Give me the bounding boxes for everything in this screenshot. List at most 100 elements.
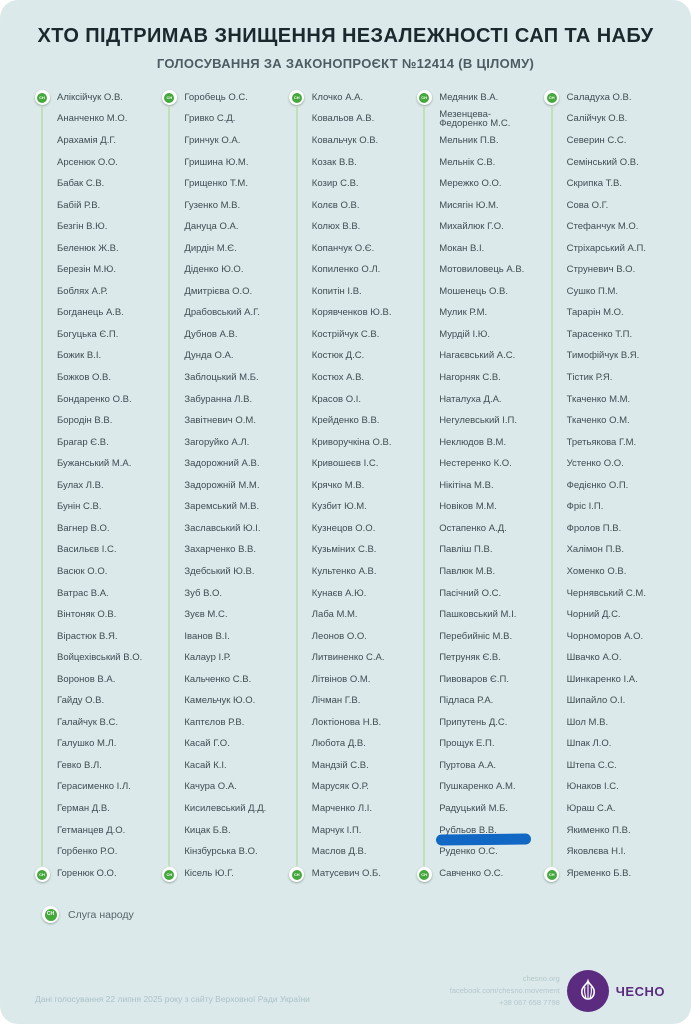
deputy-name: Швачко А.О. <box>566 652 622 664</box>
deputy-name: Богданець А.В. <box>57 307 124 319</box>
deputy-name: Дмитрієва О.О. <box>184 285 253 297</box>
deputy-name: Ткаченко О.М. <box>566 415 630 427</box>
sluha-narodu-icon: СН <box>544 90 560 105</box>
deputy-name: Гевко В.Л. <box>57 759 102 771</box>
deputy-name: Заремський М.В. <box>184 501 260 513</box>
deputies-list: Медяник В.А. Мезенцева- Федоренко М.С. Мел… <box>436 87 537 884</box>
deputy-name: Васюк О.О. <box>57 565 108 577</box>
deputy-name: Кісель Ю.Г. <box>184 867 234 879</box>
deputy-name: Каптєлов Р.В. <box>184 716 245 728</box>
deputy-name: Герман Д.В. <box>57 802 110 814</box>
deputy-name: Дануца О.А. <box>184 221 239 233</box>
deputy-name: Медяник В.А. <box>439 91 499 103</box>
facebook-link[interactable]: facebook.com/chesno.movement <box>449 986 560 995</box>
deputy-name: Нагаєвський А.С. <box>439 350 516 362</box>
deputy-name: Кривошеєв І.С. <box>311 458 379 470</box>
deputy-name: Арахамія Д.Г. <box>57 135 116 147</box>
deputy-name: Іванов В.І. <box>184 630 230 642</box>
deputy-name: Горбенко Р.О. <box>57 846 118 858</box>
deputy-name: Дирдін М.Є. <box>184 242 237 254</box>
website-link[interactable]: chesno.org <box>522 974 560 983</box>
deputy-name: Тарарін М.О. <box>566 307 624 319</box>
deputy-name: Герасименко І.Л. <box>57 781 131 793</box>
deputy-name: Пивоваров Є.П. <box>439 673 509 685</box>
deputy-name: Любота Д.В. <box>311 738 366 750</box>
deputy-name: Стефанчук М.О. <box>566 221 639 233</box>
deputy-name: Марченко Л.І. <box>311 802 372 814</box>
deputy-name: Остапенко А.Д. <box>439 522 507 534</box>
deputy-name: Ткаченко М.М. <box>566 393 631 405</box>
party-gutter: СН СН <box>416 87 432 884</box>
deputy-name: Бабак С.В. <box>57 178 105 190</box>
party-gutter: СН СН <box>544 87 560 884</box>
party-gutter: СН СН <box>34 87 50 884</box>
deputy-name: Касай Г.О. <box>184 738 230 750</box>
deputies-column-1: СН СН Аліксійчук О.В. Ананченко М.О. Арахамі… <box>34 87 155 884</box>
deputy-name: Гришина Ю.М. <box>184 156 249 168</box>
deputy-name: Мокан В.І. <box>439 242 485 254</box>
deputy-name: Богуцька Є.П. <box>57 328 119 340</box>
deputy-name: Савченко О.С. <box>439 867 504 879</box>
deputy-name: Кострійчук С.В. <box>311 328 380 340</box>
deputy-name: Третьякова Г.М. <box>566 436 637 448</box>
deputy-name: Качура О.А. <box>184 781 237 793</box>
deputy-name: Боблях А.Р. <box>57 285 108 297</box>
sluha-narodu-icon: СН <box>161 90 177 105</box>
deputy-name: Здебський Ю.В. <box>184 565 255 577</box>
deputy-name: Саладуха О.В. <box>566 91 632 103</box>
sluha-narodu-icon: СН <box>161 867 177 883</box>
deputy-name: Припутень Д.С. <box>439 716 508 728</box>
deputy-name: Ватрас В.А. <box>57 587 109 599</box>
deputy-name: Ковальов А.В. <box>311 113 375 125</box>
deputy-name: Камельчук Ю.О. <box>184 695 256 707</box>
deputy-name: Галушко М.Л. <box>57 738 117 750</box>
deputy-name: Струневич В.О. <box>566 264 636 276</box>
deputy-name: Салійчук О.В. <box>566 113 628 125</box>
deputy-name: Заблоцький М.Б. <box>184 372 259 384</box>
deputy-name: Кузбит Ю.М. <box>311 501 367 513</box>
deputy-name: Бунін С.В. <box>57 501 102 513</box>
deputy-name: Копитін І.В. <box>311 285 362 297</box>
deputy-name: Бабій Р.В. <box>57 199 101 211</box>
deputy-name: Ковальчук О.В. <box>311 135 379 147</box>
sluha-narodu-icon: СН <box>289 867 305 883</box>
party-line <box>423 106 426 867</box>
deputy-name: Петруняк Є.В. <box>439 652 501 664</box>
deputy-name: Гривко С.Д. <box>184 113 236 125</box>
deputy-name: Гайду О.В. <box>57 695 105 707</box>
party-line <box>550 106 553 867</box>
phone-number: +38 067 658 7798 <box>499 998 560 1007</box>
deputy-name: Устенко О.О. <box>566 458 624 470</box>
deputy-name: Задорожній М.М. <box>184 479 260 491</box>
deputy-name: Клочко А.А. <box>311 91 364 103</box>
deputy-name: Васильєв І.С. <box>57 544 117 556</box>
deputy-name: Копиленко О.Л. <box>311 264 381 276</box>
party-line <box>41 106 43 867</box>
deputy-name: Бородін В.В. <box>57 415 113 427</box>
deputy-name: Завітневич О.М. <box>184 415 256 427</box>
deputy-name: Гузенко М.В. <box>184 199 241 211</box>
deputy-name: Костюк Д.С. <box>311 350 365 362</box>
deputy-name: Литвиненко С.А. <box>311 652 385 664</box>
deputies-column-3: СН СН Клочко А.А. Ковальов А.В. Ковальчук О.… <box>289 87 410 884</box>
deputy-name: Галайчук В.С. <box>57 716 118 728</box>
header: ХТО ПІДТРИМАВ ЗНИЩЕННЯ НЕЗАЛЕЖНОСТІ САП … <box>0 0 691 71</box>
deputy-name: Вагнер В.О. <box>57 522 110 534</box>
chesno-wordmark: ЧЕСНО <box>615 983 665 999</box>
deputy-name: Гринчук О.А. <box>184 135 241 147</box>
deputy-name: Нікітіна М.В. <box>439 479 494 491</box>
deputy-name: Нагорняк С.В. <box>439 372 501 384</box>
sluha-narodu-icon: СН <box>416 90 432 105</box>
deputy-name: Мотовиловець А.В. <box>439 264 525 276</box>
deputy-name: Марусяк О.Р. <box>311 781 369 793</box>
deputy-name: Заславський Ю.І. <box>184 522 261 534</box>
deputy-name: Мандзій С.В. <box>311 759 369 771</box>
deputy-name: Леонов О.О. <box>311 630 367 642</box>
deputy-name: Колюх В.В. <box>311 221 361 233</box>
deputy-name: Брагар Є.В. <box>57 436 109 448</box>
deputy-name: Перебийніс М.В. <box>439 630 513 642</box>
deputy-name: Тарасенко Т.П. <box>566 328 633 340</box>
contact-lines: chesno.org facebook.com/chesno.movement … <box>450 973 560 1009</box>
deputy-name: Войцехівський В.О. <box>57 652 143 664</box>
